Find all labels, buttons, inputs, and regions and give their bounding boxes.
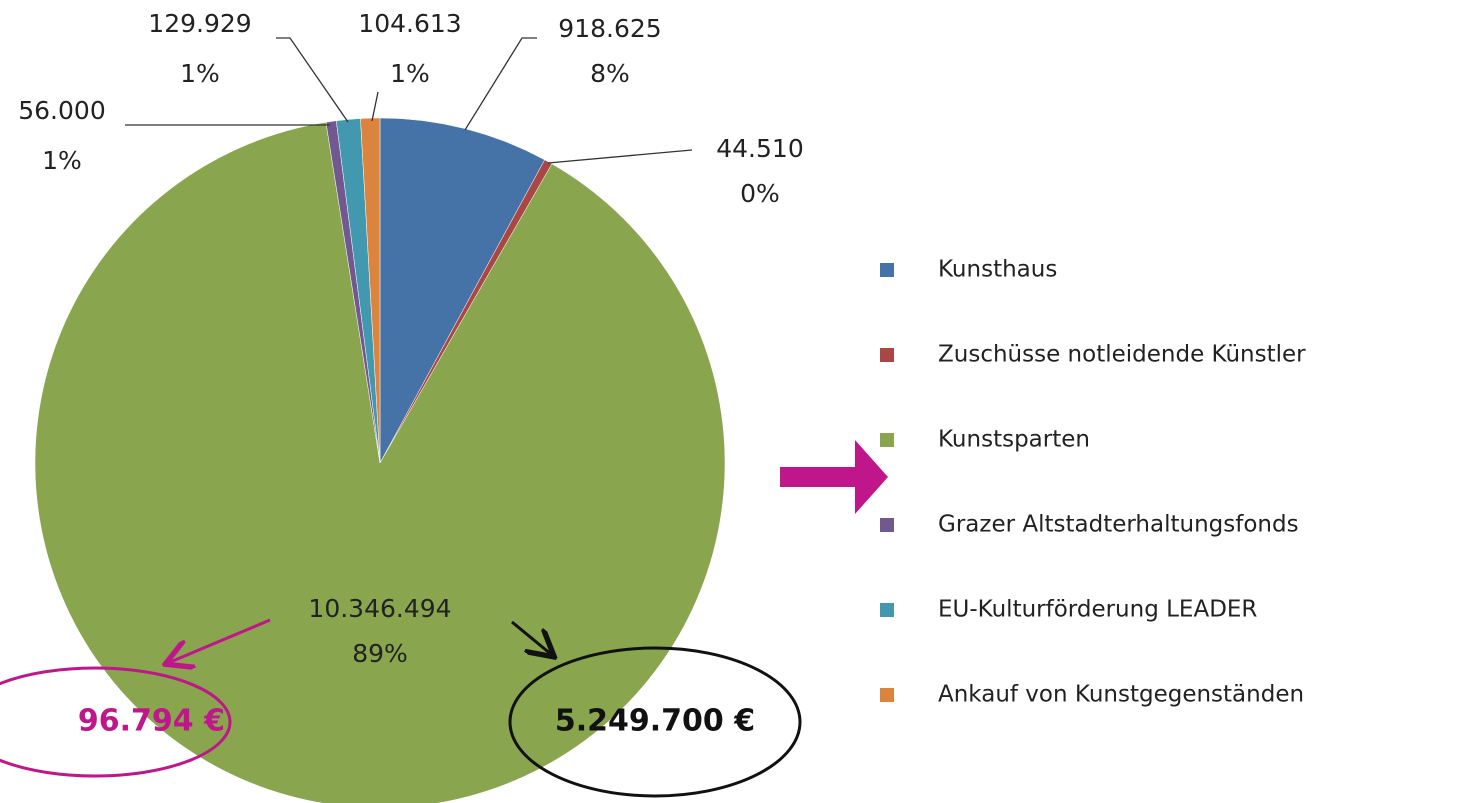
value-label: 918.625 [558,14,661,43]
pie [34,117,726,803]
leader-line [371,91,379,122]
legend-swatch [880,518,894,532]
annotation-arrow [511,620,552,655]
leader-line [547,149,693,164]
value-label: 104.613 [358,9,461,38]
pie-slice [360,117,381,464]
value-label: 10.346.494 [308,594,451,623]
legend-swatch [880,688,894,702]
legend-swatch [880,603,894,617]
percent-label: 89% [352,639,408,668]
legend-label: Kunsthaus [938,257,1057,283]
percent-label: 1% [390,59,430,88]
leader-line [464,37,537,131]
value-label: 44.510 [716,134,803,163]
legend-swatch [880,348,894,362]
value-label: 56.000 [18,96,105,125]
legend-swatch [880,263,894,277]
leader-line [276,37,349,123]
percent-label: 0% [740,179,780,208]
annotation-arrow [168,618,271,663]
legend-label: EU-Kulturförderung LEADER [938,597,1257,623]
legend: Kunsthaus Zuschüsse notleidende Künstler K… [880,257,1306,708]
annotation-ellipse [0,666,232,778]
data-labels: 918.625 8% 44.510 0% 10.346.494 89% 56.000 1% 12… [18,9,803,668]
legend-label: Ankauf von Kunstgegenständen [938,682,1304,708]
legend-swatch [880,433,894,447]
annotation: 96.794 € [78,704,225,739]
pie-slice [379,117,546,464]
percent-label: 1% [42,146,82,175]
legend-label: Zuschüsse notleidende Künstler [938,342,1306,368]
legend-label: Kunstsparten [938,427,1090,453]
percent-label: 8% [590,59,630,88]
percent-label: 1% [180,59,220,88]
value-label: 129.929 [148,9,251,38]
annotation: 5.249.700 € [555,704,755,739]
annotation-ellipse [508,646,802,798]
legend-label: Grazer Altstadterhaltungsfonds [938,512,1299,538]
pointer-arrow [780,440,888,514]
